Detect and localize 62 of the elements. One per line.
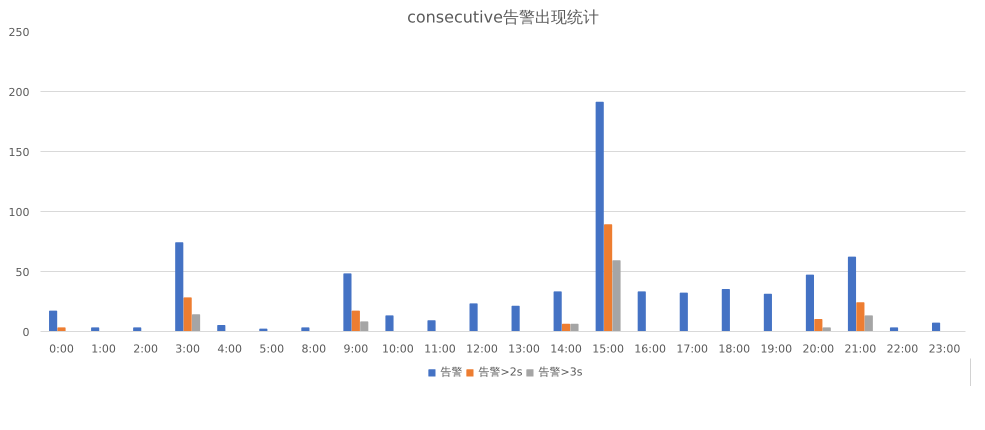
x-tick-label: 16:00: [634, 342, 666, 356]
bar: [680, 292, 688, 332]
x-tick-label: 23:00: [928, 342, 960, 356]
y-tick-label: 100: [8, 206, 30, 219]
y-tick-label: 200: [8, 86, 30, 99]
x-tick-label: 14:00: [550, 342, 582, 356]
bar: [385, 315, 394, 332]
y-tick-label: 50: [16, 266, 30, 279]
bar: [814, 319, 822, 332]
x-tick-label: 0:00: [49, 342, 74, 356]
bar: [722, 289, 730, 332]
bar: [512, 306, 520, 332]
x-tick-label: 8:00: [301, 342, 326, 356]
legend-label: 告警>3s: [538, 364, 582, 380]
y-tick-label: 0: [22, 326, 30, 339]
x-tick-label: 5:00: [259, 342, 284, 356]
y-tick-label: 250: [8, 26, 30, 39]
x-tick-label: 9:00: [343, 342, 368, 356]
bar: [184, 297, 192, 332]
x-tick-label: 3:00: [175, 342, 200, 356]
x-tick-label: 12:00: [466, 342, 498, 356]
legend-label: 告警: [440, 364, 463, 380]
bar: [360, 321, 368, 332]
x-tick-label: 1:00: [91, 342, 116, 356]
bar: [49, 310, 58, 332]
bar: [596, 102, 604, 332]
y-tick-label: 150: [8, 146, 30, 159]
bar: [554, 291, 562, 332]
bar: [133, 327, 142, 332]
bar: [612, 260, 621, 332]
bar: [570, 324, 579, 332]
x-tick-label: 2:00: [133, 342, 158, 356]
bar: [343, 273, 352, 332]
bar: [932, 322, 940, 332]
chart-title: consecutive告警出现统计: [407, 8, 599, 26]
bar: [806, 274, 814, 332]
bar: [175, 242, 184, 332]
x-tick-label: 21:00: [844, 342, 876, 356]
x-tick-label: 10:00: [382, 342, 414, 356]
bar: [192, 314, 200, 332]
x-tick-label: 20:00: [802, 342, 834, 356]
bar: [856, 302, 864, 332]
legend-label: 告警>2s: [478, 364, 522, 380]
bar: [764, 294, 772, 332]
x-tick-label: 17:00: [676, 342, 708, 356]
x-tick-label: 11:00: [424, 342, 456, 356]
bar: [352, 310, 360, 332]
bar: [427, 320, 436, 332]
bar: [469, 303, 478, 332]
x-tick-label: 4:00: [217, 342, 242, 356]
x-tick-label: 15:00: [592, 342, 624, 356]
bar: [562, 324, 570, 332]
bar: [638, 291, 646, 332]
bar: [848, 256, 856, 332]
bar: [604, 224, 612, 332]
bar: [822, 327, 831, 332]
x-tick-label: 18:00: [718, 342, 750, 356]
x-tick-label: 19:00: [760, 342, 792, 356]
bar: [217, 325, 226, 332]
x-tick-label: 13:00: [508, 342, 540, 356]
x-tick-label: 22:00: [886, 342, 918, 356]
bar: [864, 315, 873, 332]
